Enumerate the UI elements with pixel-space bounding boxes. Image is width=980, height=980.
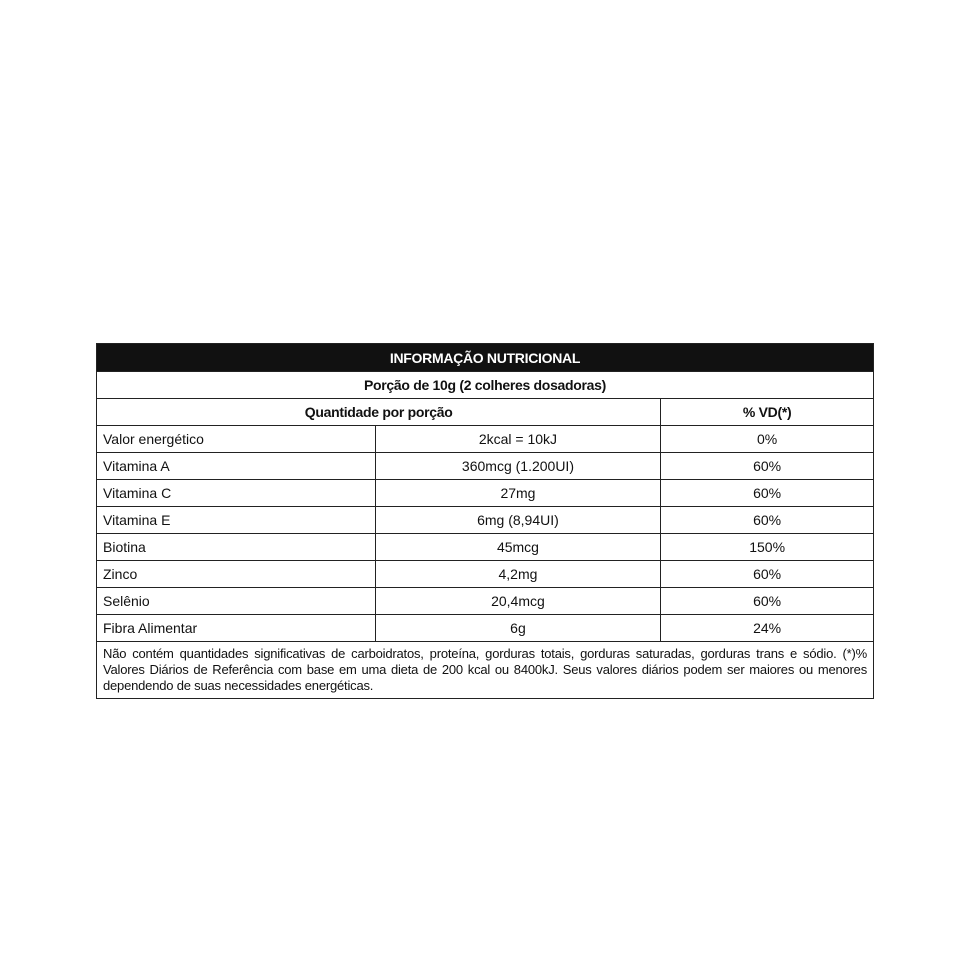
nutrient-amount: 20,4mcg bbox=[374, 587, 662, 615]
nutrient-name: Zinco bbox=[96, 560, 376, 588]
nutrient-name: Selênio bbox=[96, 587, 376, 615]
vd-header: % VD(*) bbox=[660, 398, 874, 426]
nutrient-vd: 150% bbox=[660, 533, 874, 561]
nutrient-amount: 4,2mg bbox=[374, 560, 662, 588]
nutrient-name: Vitamina A bbox=[96, 452, 376, 480]
nutrient-name: Valor energético bbox=[96, 425, 376, 453]
nutrient-vd: 60% bbox=[660, 452, 874, 480]
table-row: Zinco 4,2mg 60% bbox=[96, 560, 874, 588]
quantity-header: Quantidade por porção bbox=[95, 398, 662, 426]
nutrient-name: Fibra Alimentar bbox=[96, 614, 376, 642]
table-row: Selênio 20,4mcg 60% bbox=[96, 587, 874, 615]
nutrient-amount: 27mg bbox=[374, 479, 662, 507]
table-title: INFORMAÇÃO NUTRICIONAL bbox=[96, 343, 874, 372]
nutrient-vd: 60% bbox=[660, 560, 874, 588]
nutrient-vd: 60% bbox=[660, 479, 874, 507]
nutrient-amount: 45mcg bbox=[374, 533, 662, 561]
nutrient-name: Vitamina E bbox=[96, 506, 376, 534]
nutrient-amount: 2kcal = 10kJ bbox=[374, 425, 662, 453]
portion-size: Porção de 10g (2 colheres dosadoras) bbox=[96, 371, 874, 399]
nutrient-vd: 0% bbox=[660, 425, 874, 453]
table-row: Vitamina C 27mg 60% bbox=[96, 479, 874, 507]
nutrition-table: INFORMAÇÃO NUTRICIONAL Porção de 10g (2 … bbox=[95, 343, 874, 699]
nutrient-amount: 6mg (8,94UI) bbox=[374, 506, 662, 534]
footnote: Não contém quantidades significativas de… bbox=[96, 641, 874, 699]
nutrient-name: Vitamina C bbox=[96, 479, 376, 507]
nutrient-vd: 60% bbox=[660, 587, 874, 615]
nutrient-vd: 60% bbox=[660, 506, 874, 534]
table-row: Fibra Alimentar 6g 24% bbox=[96, 614, 874, 642]
table-row: Valor energético 2kcal = 10kJ 0% bbox=[96, 425, 874, 453]
nutrient-amount: 360mcg (1.200UI) bbox=[374, 452, 662, 480]
table-row: Vitamina A 360mcg (1.200UI) 60% bbox=[96, 452, 874, 480]
nutrient-vd: 24% bbox=[660, 614, 874, 642]
nutrient-amount: 6g bbox=[374, 614, 662, 642]
table-row: Biotina 45mcg 150% bbox=[96, 533, 874, 561]
table-row: Vitamina E 6mg (8,94UI) 60% bbox=[96, 506, 874, 534]
nutrient-name: Biotina bbox=[96, 533, 376, 561]
